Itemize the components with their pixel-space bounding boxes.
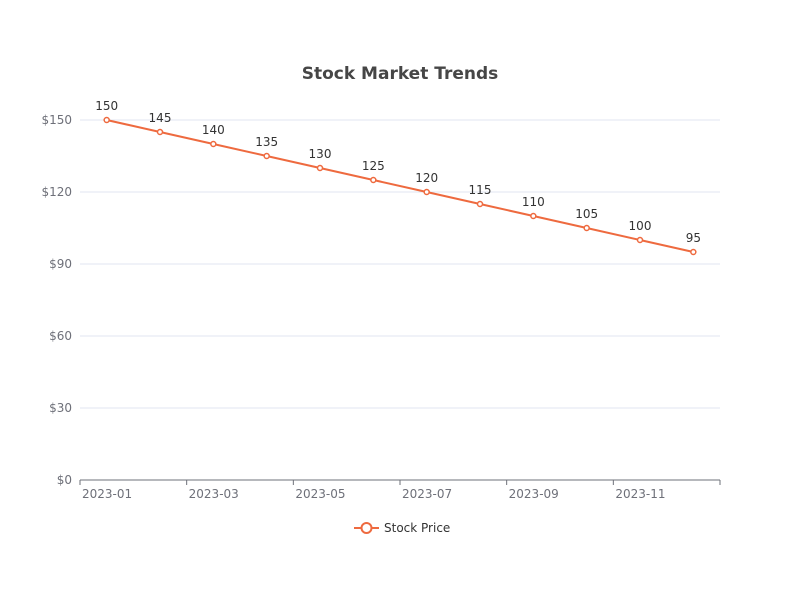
data-point[interactable] [423, 188, 430, 196]
data-label: 130 [309, 147, 332, 161]
data-label: 145 [149, 111, 172, 125]
data-point[interactable] [210, 140, 217, 148]
series-stock-price: 150 145 140 135 130 125 120 115 110 105 100 95 [95, 99, 701, 256]
data-point[interactable] [263, 152, 270, 160]
y-tick-label: $60 [49, 329, 72, 343]
data-point[interactable] [316, 164, 324, 172]
data-label: 135 [255, 135, 278, 149]
legend-marker-icon [360, 522, 373, 534]
data-point[interactable] [103, 116, 110, 124]
data-label: 95 [686, 231, 701, 245]
legend[interactable]: Stock Price [354, 521, 450, 535]
y-tick-label: $90 [49, 257, 72, 271]
x-axis: 2023-01 2023-03 2023-05 2023-07 2023-09 2023-… [79, 479, 721, 501]
y-tick-label: $30 [49, 401, 72, 415]
data-point[interactable] [156, 128, 164, 136]
data-label: 110 [522, 195, 545, 209]
x-tick-label: 2023-03 [189, 487, 239, 501]
data-point[interactable] [530, 212, 537, 220]
y-tick-label: $0 [57, 473, 72, 487]
x-tick-label: 2023-07 [402, 487, 452, 501]
y-axis: $0 $30 $60 $90 $120 $150 [41, 113, 72, 487]
data-label: 115 [469, 183, 492, 197]
data-label: 120 [415, 171, 438, 185]
data-point[interactable] [690, 248, 697, 256]
data-point[interactable] [370, 176, 377, 184]
legend-label: Stock Price [384, 521, 450, 535]
data-label: 125 [362, 159, 385, 173]
data-point[interactable] [583, 224, 590, 232]
grid-lines [80, 119, 720, 409]
x-tick-label: 2023-01 [82, 487, 132, 501]
y-tick-label: $120 [41, 185, 72, 199]
data-label: 100 [629, 219, 652, 233]
data-point[interactable] [476, 200, 484, 208]
y-tick-label: $150 [41, 113, 72, 127]
x-tick-label: 2023-05 [295, 487, 345, 501]
x-tick-label: 2023-09 [509, 487, 559, 501]
data-label: 140 [202, 123, 225, 137]
chart-title: Stock Market Trends [302, 64, 499, 84]
data-label: 105 [575, 207, 598, 221]
series-line [106, 119, 694, 253]
data-point[interactable] [636, 236, 644, 244]
x-tick-label: 2023-11 [615, 487, 665, 501]
data-label: 150 [95, 99, 118, 113]
